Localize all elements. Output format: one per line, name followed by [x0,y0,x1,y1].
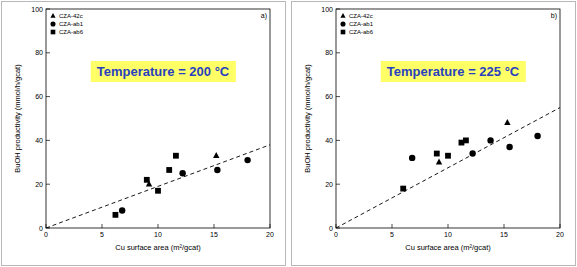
y-tick [46,96,50,97]
legend-symbol [51,30,56,35]
y-tick [46,9,50,10]
figure: 05101520020406080100Cu surface area (m²/… [0,0,577,267]
y-tick [46,52,50,53]
legend: CZA-42c CZA-ab1 CZA-ab6 [340,13,373,35]
point [119,207,125,213]
y-tick-label: 0 [329,225,333,232]
plot-area [46,145,270,228]
x-tick [270,224,271,228]
legend-symbol [340,21,345,26]
x-tick-label: 0 [334,231,338,238]
x-tick [392,224,393,228]
y-axis-label: BuOH productivity (mmol/h/gcat) [303,64,312,173]
panel: 0 5 10 15 20 0 20 40 60 80 100 Cu surface area (m²/… [2,2,286,266]
point [179,170,185,176]
point [244,157,250,163]
title-box: Temperature = 200 °C [91,61,236,82]
y-tick-label: 60 [35,93,43,100]
x-tick [448,224,449,228]
y-tick [336,140,340,141]
y-tick-label: 100 [31,6,43,13]
x-tick [102,224,103,228]
x-tick [560,224,561,228]
x-axis-label: Cu surface area (m²/gcat) [115,243,201,252]
x-tick-label: 10 [444,231,452,238]
y-tick [336,184,340,185]
point [504,119,510,125]
legend-label: CZA-ab1 [59,21,84,27]
legend-symbol [50,13,55,18]
plot-frame [336,9,560,228]
legend-symbol [341,30,346,35]
x-tick [158,224,159,228]
legend-label: CZA-ab1 [349,21,374,27]
legend-label: CZA-42c [349,13,373,19]
point [213,152,219,158]
y-tick [46,140,50,141]
y-tick-label: 100 [321,6,333,13]
point [487,137,493,143]
legend-symbol [340,13,345,18]
x-tick-label: 5 [390,231,394,238]
x-tick [214,224,215,228]
point [506,144,512,150]
point [409,155,415,161]
point [445,153,451,159]
y-tick-label: 20 [325,181,333,188]
title: Temperature = 200 °C [97,64,230,79]
y-tick-label: 60 [325,93,333,100]
y-tick [336,52,340,53]
x-tick-label: 5 [100,231,104,238]
x-tick-label: 20 [556,231,564,238]
title-box: Temperature = 225 °C [381,61,526,82]
y-tick-label: 40 [35,137,43,144]
legend-label: CZA-ab6 [59,29,84,35]
x-tick-label: 15 [210,231,218,238]
legend-label: CZA-42c [59,13,83,19]
x-tick-label: 15 [500,231,508,238]
panel-border [2,2,286,266]
trend-line [46,145,270,228]
x-tick [504,224,505,228]
trend-line [336,108,560,228]
title-background [381,61,526,82]
y-tick [336,96,340,97]
title-background [91,61,236,82]
point [166,167,172,173]
y-tick-label: 80 [325,49,333,56]
panel-label: b) [551,12,557,20]
point [173,153,179,159]
x-tick-label: 10 [154,231,162,238]
x-tick-label: 0 [44,231,48,238]
y-tick-label: 20 [35,181,43,188]
point [113,212,119,218]
y-tick [46,184,50,185]
x-tick-label: 20 [266,231,274,238]
plot-area [336,108,560,228]
legend-symbol [50,21,55,26]
legend-label: CZA-ab6 [349,29,374,35]
y-tick-label: 40 [325,137,333,144]
legend: CZA-42c CZA-ab1 CZA-ab6 [50,13,83,35]
x-axis-label: Cu surface area (m²/gcat) [405,243,491,252]
title: Temperature = 225 °C [387,64,520,79]
point [434,151,440,157]
point [144,177,150,183]
panel: 0 5 10 15 20 0 20 40 60 80 100 Cu surface area (m²/… [292,2,576,266]
point [534,133,540,139]
point [463,138,469,144]
y-axis-label: BuOH productivity (mmol/h/gcat) [13,64,22,173]
plot-frame [46,9,270,228]
point [155,188,161,194]
point [436,159,442,165]
point [214,167,220,173]
y-tick [336,9,340,10]
y-tick-label: 0 [39,225,43,232]
panel-border [292,2,576,266]
y-tick-label: 80 [35,49,43,56]
panel-label: a) [261,12,267,20]
